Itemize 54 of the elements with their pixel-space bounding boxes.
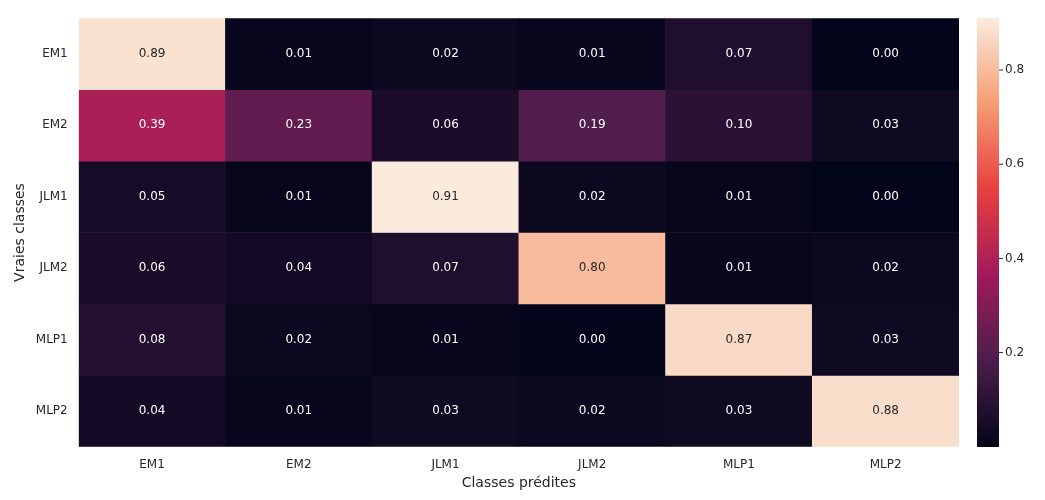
- data-label: 0.05: [138, 188, 166, 203]
- data-label: 0.02: [872, 260, 899, 275]
- data-label: 0.89: [138, 46, 166, 61]
- data-label: 0.00: [872, 46, 899, 61]
- data-label: 0.01: [725, 260, 753, 275]
- data-label: 0.00: [578, 331, 606, 346]
- data-label: 0.01: [432, 331, 459, 346]
- data-label: 0.01: [285, 403, 313, 418]
- data-label: 0.91: [432, 188, 459, 203]
- data-label: 0.39: [138, 117, 166, 132]
- y-tick-label: JLM2: [38, 260, 68, 275]
- data-label: 0.01: [578, 46, 606, 61]
- color-bar-label: 0.8: [1005, 62, 1025, 77]
- data-label: 0.06: [138, 260, 166, 275]
- data-label: 0.03: [432, 403, 459, 418]
- data-label: 0.10: [725, 117, 753, 132]
- y-tick-label: MLP2: [35, 403, 68, 418]
- data-label: 0.88: [872, 403, 899, 418]
- x-axis-title: Classes prédites: [461, 474, 577, 491]
- y-tick-label: EM2: [42, 117, 68, 132]
- data-label: 0.02: [285, 331, 313, 346]
- data-label: 0.07: [725, 46, 753, 61]
- data-label: 0.23: [285, 117, 313, 132]
- data-label: 0.08: [138, 331, 166, 346]
- data-label: 0.04: [138, 403, 166, 418]
- data-label: 0.00: [872, 188, 899, 203]
- data-label: 0.03: [872, 117, 899, 132]
- data-label: 0.87: [725, 331, 753, 346]
- data-label: 0.02: [578, 188, 606, 203]
- x-tick-label: EM2: [285, 457, 312, 472]
- color-bar-label: 0.2: [1005, 344, 1025, 359]
- y-tick-label: EM1: [42, 46, 68, 61]
- data-label: 0.03: [725, 403, 753, 418]
- data-label: 0.01: [285, 46, 313, 61]
- data-label: 0.01: [285, 188, 313, 203]
- data-label: 0.01: [725, 188, 753, 203]
- x-tick-label: EM1: [139, 457, 165, 472]
- x-tick-label: JLM2: [577, 457, 607, 472]
- data-label: 0.02: [432, 46, 459, 61]
- data-label: 0.19: [578, 117, 606, 132]
- x-tick-label: MLP2: [869, 457, 902, 472]
- x-tick-label: JLM1: [430, 457, 460, 472]
- data-label: 0.07: [432, 260, 459, 275]
- y-tick-label: MLP1: [35, 331, 68, 346]
- y-axis-title: Vraies classes: [11, 183, 28, 282]
- data-label: 0.03: [872, 331, 899, 346]
- x-tick-label: MLP1: [722, 457, 755, 472]
- data-label: 0.04: [285, 260, 313, 275]
- data-label: 0.80: [578, 260, 606, 275]
- data-label: 0.02: [578, 403, 606, 418]
- data-label: 0.06: [432, 117, 459, 132]
- color-bar-label: 0.4: [1005, 250, 1025, 265]
- y-tick-label: JLM1: [38, 188, 68, 203]
- color-bar-label: 0.6: [1005, 156, 1025, 171]
